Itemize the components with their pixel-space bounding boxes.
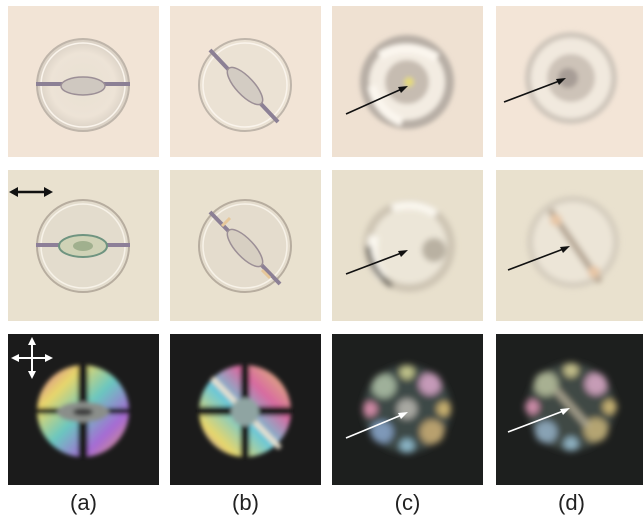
panel-bottom-a: [8, 334, 159, 485]
column-label-d: (d): [558, 490, 585, 515]
double-arrow-horizontal-icon: [9, 187, 53, 197]
panel-bottom-b: [170, 334, 321, 485]
column-label-c: (c): [394, 490, 421, 515]
panel-bottom-c: [332, 334, 483, 485]
panel-top-b: [170, 6, 321, 157]
column-label-b: (b): [232, 490, 259, 515]
panel-top-d: [496, 6, 643, 157]
panel-middle-a: [8, 170, 159, 321]
column-label-a: (a): [70, 490, 97, 515]
panel-top-a: [8, 6, 159, 157]
panel-middle-d: [496, 170, 643, 321]
panel-bottom-d: [496, 334, 643, 485]
four-way-arrow-icon: [11, 337, 53, 379]
panel-middle-c: [332, 170, 483, 321]
panel-middle-b: [170, 170, 321, 321]
panel-top-c: [332, 6, 483, 157]
